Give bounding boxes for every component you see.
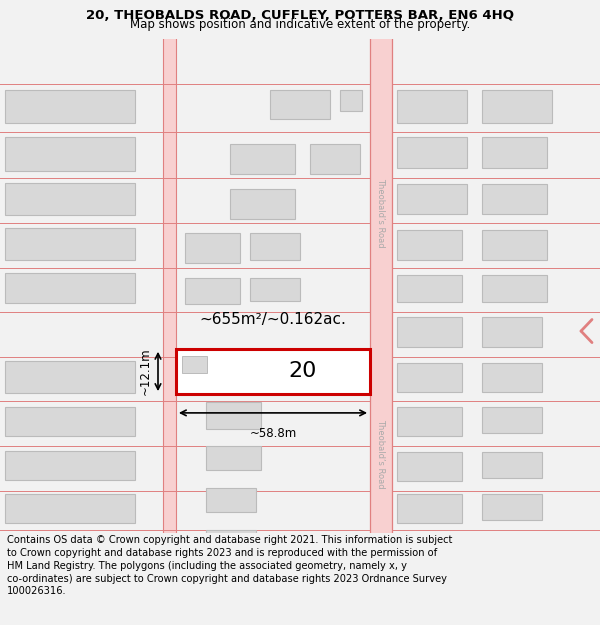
Bar [482, 137, 547, 168]
Bar [397, 452, 462, 481]
Bar [182, 356, 207, 373]
Bar [5, 90, 135, 123]
Text: Theobald’s Road: Theobald’s Road [377, 419, 386, 489]
Text: Contains OS data © Crown copyright and database right 2021. This information is : Contains OS data © Crown copyright and d… [7, 535, 452, 596]
Bar [185, 278, 240, 304]
Bar [482, 184, 547, 214]
Bar [250, 278, 300, 301]
Text: Map shows position and indicative extent of the property.: Map shows position and indicative extent… [130, 18, 470, 31]
Text: ~655m²/~0.162ac.: ~655m²/~0.162ac. [200, 312, 346, 327]
Bar [5, 451, 135, 480]
Bar [397, 494, 462, 523]
Bar [397, 407, 462, 436]
Bar [482, 362, 542, 392]
Bar [185, 234, 240, 263]
Bar [176, 349, 370, 394]
Bar [163, 39, 176, 532]
Bar [340, 90, 362, 111]
Bar [370, 39, 392, 532]
Bar [230, 144, 295, 174]
Bar [5, 183, 135, 214]
Bar [270, 90, 330, 119]
Bar [397, 184, 467, 214]
Bar [250, 234, 300, 260]
Bar [206, 488, 256, 511]
Bar [482, 452, 542, 478]
Bar [5, 494, 135, 523]
Bar [5, 361, 135, 393]
Bar [397, 276, 462, 302]
Bar [482, 231, 547, 260]
Text: 20: 20 [288, 361, 316, 381]
Bar [397, 90, 467, 123]
Bar [397, 362, 462, 392]
Text: Theobald’s Road: Theobald’s Road [377, 177, 386, 248]
Bar [482, 494, 542, 520]
Bar [482, 407, 542, 433]
Text: 20, THEOBALDS ROAD, CUFFLEY, POTTERS BAR, EN6 4HQ: 20, THEOBALDS ROAD, CUFFLEY, POTTERS BAR… [86, 9, 514, 22]
Bar [206, 402, 261, 429]
Bar [310, 144, 360, 174]
Bar [5, 273, 135, 302]
Bar [482, 318, 542, 347]
Bar [482, 276, 547, 302]
Text: ~58.8m: ~58.8m [250, 426, 296, 439]
Bar [482, 90, 552, 123]
Bar [5, 228, 135, 260]
Bar [397, 137, 467, 168]
Bar [230, 189, 295, 219]
Bar [5, 137, 135, 171]
Text: ~12.1m: ~12.1m [139, 348, 152, 395]
Bar [206, 446, 261, 469]
Bar [397, 231, 462, 260]
Bar [397, 318, 462, 347]
Bar [206, 531, 256, 554]
Bar [5, 407, 135, 436]
